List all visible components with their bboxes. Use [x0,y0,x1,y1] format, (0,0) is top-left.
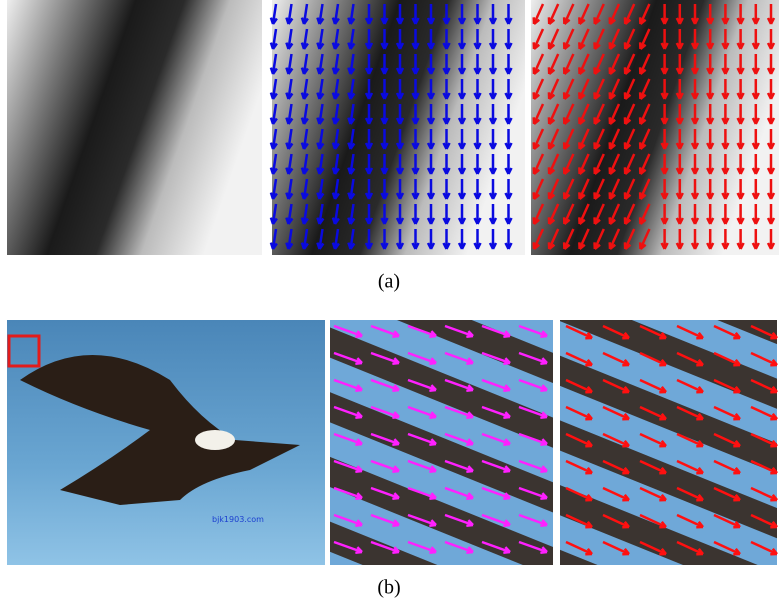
watermark: bjk1903.com [212,515,264,524]
image-panel [560,320,777,565]
caption: (b) [377,577,400,599]
eagle-head [195,430,235,450]
caption: (a) [378,271,400,293]
figure: (a) bjk1903.com (b) [0,0,779,606]
image-panel [330,320,553,565]
image-panel [7,0,262,255]
image-panel [272,0,525,255]
row-a [7,0,779,255]
